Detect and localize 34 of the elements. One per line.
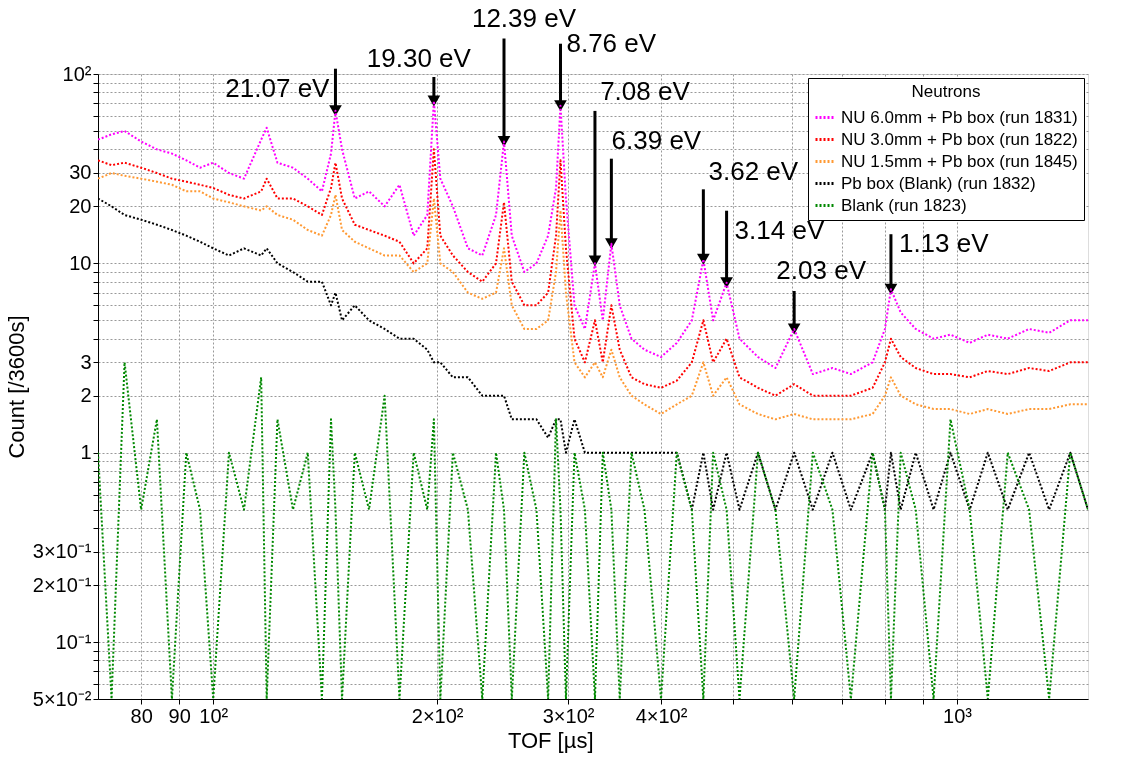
x-axis-title: TOF [µs] xyxy=(507,727,594,753)
annotation: 1.13 eV xyxy=(898,228,990,259)
y-tick-label: 30 xyxy=(69,161,92,184)
y-tick-label: 10 xyxy=(69,251,92,274)
annotation: 7.08 eV xyxy=(600,75,691,106)
y-axis-title: Count [/3600s] xyxy=(3,315,29,459)
y-tick-label: 5×10⁻² xyxy=(32,687,92,710)
annotation: 3.14 eV xyxy=(734,214,825,245)
legend-label: Blank (run 1823) xyxy=(841,195,967,215)
y-tick-label: 1 xyxy=(80,441,92,464)
legend-label: NU 1.5mm + Pb box (run 1845) xyxy=(841,151,1078,171)
x-tick-label: 4×10² xyxy=(635,704,688,727)
annotation: 2.03 eV xyxy=(776,254,867,285)
x-tick-label: 2×10² xyxy=(411,704,464,727)
y-tick-label: 3×10⁻¹ xyxy=(32,540,92,563)
legend-label: NU 6.0mm + Pb box (run 1831) xyxy=(841,107,1078,127)
y-tick-label: 3 xyxy=(80,350,92,373)
legend-label: NU 3.0mm + Pb box (run 1822) xyxy=(841,129,1078,149)
annotation: 21.07 eV xyxy=(225,72,331,103)
x-tick-label: 80 xyxy=(130,704,153,727)
x-tick-label: 10² xyxy=(199,704,229,727)
legend-label: Pb box (Blank) (run 1832) xyxy=(841,173,1036,193)
annotation: 6.39 eV xyxy=(611,124,702,155)
x-tick-label: 90 xyxy=(168,704,191,727)
y-tick-label: 10⁻¹ xyxy=(55,630,92,653)
legend-title: Neutrons xyxy=(911,82,981,101)
y-tick-label: 2 xyxy=(80,384,92,407)
x-tick-label: 10³ xyxy=(943,704,973,727)
y-tick-label: 20 xyxy=(69,194,92,217)
annotation: 3.62 eV xyxy=(708,156,799,187)
y-tick-label: 2×10⁻¹ xyxy=(32,573,92,596)
x-tick-label: 3×10² xyxy=(542,704,595,727)
y-tick-label: 10² xyxy=(62,62,92,85)
annotation: 19.30 eV xyxy=(366,43,472,74)
